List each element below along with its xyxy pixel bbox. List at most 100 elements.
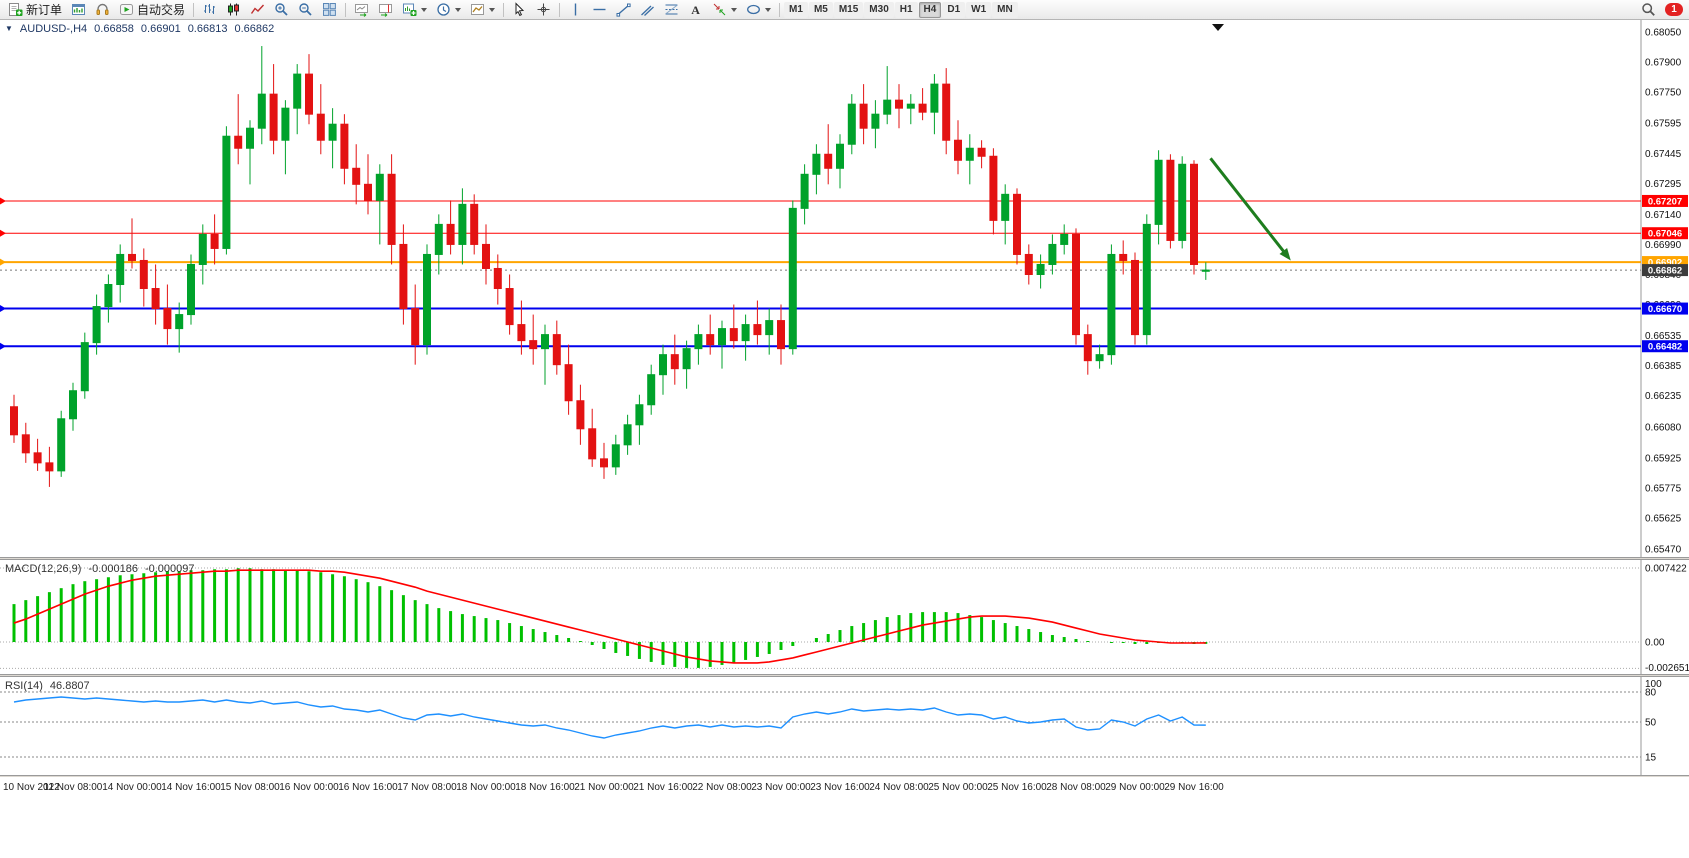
new-chart-icon — [403, 3, 417, 16]
chart-shift-icon — [379, 4, 393, 17]
new-order-icon — [9, 3, 23, 16]
timeframe-m15-button[interactable]: M15 — [833, 1, 864, 18]
timeframe-m30-button[interactable]: M30 — [864, 1, 894, 18]
svg-text:A: A — [691, 3, 700, 17]
macd-panel[interactable]: 0.007422 0.00 -0.002651 MACD(12,26,9) -0.0… — [0, 560, 1689, 674]
trendline-icon — [616, 3, 631, 17]
main-chart-canvas[interactable]: 0.68050 0.67900 0.67750 0.67595 0.67445 0.672… — [0, 20, 1689, 557]
timeframe-m5-button[interactable]: M5 — [808, 1, 833, 18]
svg-text:0.66385: 0.66385 — [1645, 361, 1682, 372]
macd-name: MACD(12,26,9) — [5, 563, 82, 575]
tile-windows-icon — [323, 3, 336, 16]
arrows-tool-button[interactable] — [708, 0, 741, 20]
line-chart-icon — [250, 4, 265, 14]
svg-text:29 Nov 16:00: 29 Nov 16:00 — [1164, 782, 1224, 793]
search-button[interactable] — [1637, 0, 1660, 20]
fibonacci-button[interactable] — [660, 0, 683, 20]
search-icon — [1642, 3, 1655, 16]
svg-text:0.00: 0.00 — [1645, 638, 1665, 649]
svg-text:0.66535: 0.66535 — [1645, 331, 1682, 342]
toolbar-separator — [345, 2, 347, 17]
timeframe-m1-button[interactable]: M1 — [784, 1, 808, 18]
rsi-panel[interactable]: 100 80 50 15 RSI(14) 46.8807 — [0, 677, 1689, 775]
svg-text:22 Nov 08:00: 22 Nov 08:00 — [692, 782, 752, 793]
chart-window-icon — [72, 4, 86, 15]
svg-text:0.007422: 0.007422 — [1645, 564, 1687, 575]
svg-text:25 Nov 16:00: 25 Nov 16:00 — [987, 782, 1047, 793]
new-order-button[interactable]: 新订单 — [4, 0, 66, 20]
zoom-out-button[interactable] — [294, 0, 317, 20]
channel-icon — [641, 5, 654, 16]
vertical-line-icon — [574, 3, 577, 16]
zoom-in-icon — [275, 3, 288, 16]
channel-button[interactable] — [636, 0, 659, 20]
text-tool-button[interactable]: A — [684, 0, 707, 20]
timeframe-mn-button[interactable]: MN — [992, 1, 1018, 18]
tile-windows-button[interactable] — [318, 0, 341, 20]
svg-text:0.68050: 0.68050 — [1645, 28, 1682, 39]
timeframe-w1-button[interactable]: W1 — [966, 1, 992, 18]
svg-text:0.67140: 0.67140 — [1645, 210, 1682, 221]
close-value: 0.66862 — [234, 23, 275, 35]
trendline-button[interactable] — [612, 0, 635, 20]
svg-text:0.65470: 0.65470 — [1645, 545, 1682, 556]
arrows-icon — [713, 3, 726, 16]
crosshair-button[interactable] — [532, 0, 555, 20]
svg-text:80: 80 — [1645, 688, 1657, 699]
timeframe-d1-button[interactable]: D1 — [942, 1, 966, 18]
time-axis[interactable]: 10 Nov 2022 11 Nov 08:00 14 Nov 00:00 14 No… — [0, 777, 1689, 797]
auto-trading-label: 自动交易 — [137, 3, 186, 17]
toolbar-separator — [779, 2, 781, 17]
svg-text:16 Nov 16:00: 16 Nov 16:00 — [338, 782, 398, 793]
horizontal-line-button[interactable] — [588, 0, 611, 20]
template-icon — [471, 4, 485, 15]
notification-badge[interactable]: 1 — [1665, 3, 1683, 16]
macd-value: -0.000186 — [88, 563, 138, 575]
timeframe-h4-button[interactable]: H4 — [918, 1, 942, 18]
timeframe-h1-button[interactable]: H1 — [894, 1, 918, 18]
svg-text:100: 100 — [1645, 679, 1662, 690]
svg-text:25 Nov 00:00: 25 Nov 00:00 — [928, 782, 988, 793]
toolbar: 新订单 自动交易 — [0, 0, 1689, 20]
chevron-down-icon — [455, 7, 462, 12]
svg-text:0.67900: 0.67900 — [1645, 58, 1682, 69]
auto-scroll-button[interactable] — [350, 0, 373, 20]
line-chart-button[interactable] — [246, 0, 269, 20]
community-button[interactable] — [91, 0, 114, 20]
vertical-line-button[interactable] — [564, 0, 587, 20]
svg-text:0.66990: 0.66990 — [1645, 240, 1682, 251]
chart-window-button[interactable] — [67, 0, 90, 20]
shapes-tool-button[interactable] — [742, 0, 775, 20]
panel-splitter[interactable] — [0, 557, 1689, 560]
periods-button[interactable] — [432, 0, 465, 20]
svg-text:0.66080: 0.66080 — [1645, 422, 1682, 433]
macd-canvas[interactable]: 0.007422 0.00 -0.002651 — [0, 560, 1689, 674]
svg-text:0.66482: 0.66482 — [1648, 342, 1682, 353]
chart-shift-button[interactable] — [374, 0, 397, 20]
zoom-out-icon — [299, 3, 312, 16]
headset-icon — [96, 3, 109, 15]
chevron-down-icon — [765, 7, 772, 12]
svg-text:0.67445: 0.67445 — [1645, 149, 1682, 160]
svg-text:17 Nov 08:00: 17 Nov 08:00 — [397, 782, 457, 793]
svg-text:16 Nov 00:00: 16 Nov 00:00 — [279, 782, 339, 793]
svg-text:29 Nov 00:00: 29 Nov 00:00 — [1105, 782, 1165, 793]
svg-text:10 Nov 2022: 10 Nov 2022 — [3, 782, 60, 793]
candlestick-chart-button[interactable] — [222, 0, 245, 20]
panel-splitter[interactable] — [0, 674, 1689, 677]
chevron-down-icon — [731, 7, 738, 12]
auto-trading-button[interactable]: 自动交易 — [115, 0, 189, 20]
chart-expand-icon[interactable]: ▼ — [5, 24, 13, 33]
svg-text:15 Nov 08:00: 15 Nov 08:00 — [220, 782, 280, 793]
svg-text:0.67207: 0.67207 — [1648, 196, 1682, 207]
zoom-in-button[interactable] — [270, 0, 293, 20]
main-chart-panel[interactable]: 0.68050 0.67900 0.67750 0.67595 0.67445 0.672… — [0, 20, 1689, 557]
templates-button[interactable] — [466, 0, 499, 20]
horizontal-line-icon — [593, 8, 606, 11]
svg-text:0.67750: 0.67750 — [1645, 88, 1682, 99]
bar-chart-button[interactable] — [198, 0, 221, 20]
new-chart-button[interactable] — [398, 0, 431, 20]
cursor-button[interactable] — [508, 0, 531, 20]
